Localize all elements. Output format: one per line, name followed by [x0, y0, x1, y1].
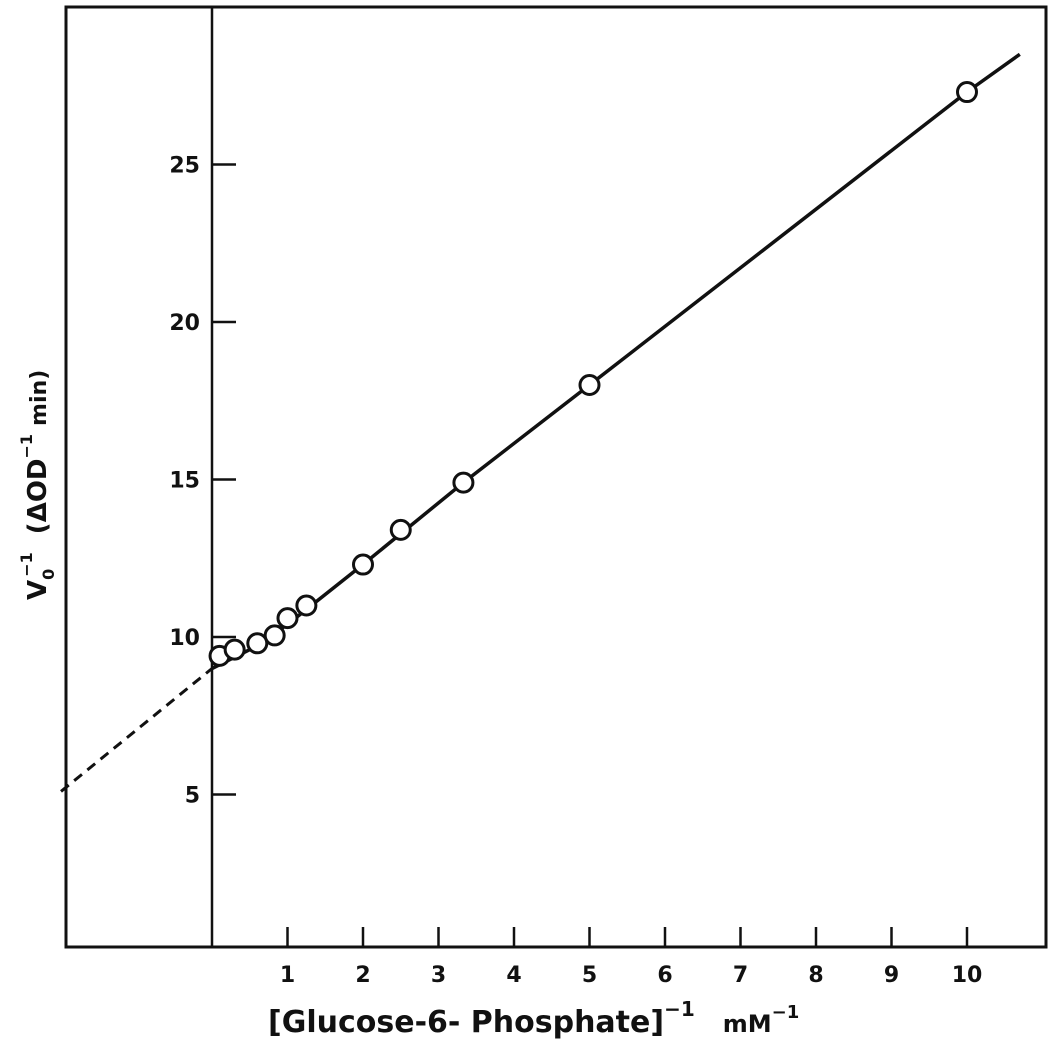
data-point: [297, 596, 316, 615]
x-tick-label: 1: [280, 963, 295, 988]
y-axis-unit-end: min): [27, 370, 52, 426]
x-axis-label-main: [Glucose-6- Phosphate]: [268, 1005, 664, 1040]
fit-line: [212, 54, 1020, 668]
x-tick-label: 4: [506, 963, 521, 988]
data-point: [265, 626, 284, 645]
data-point: [354, 555, 373, 574]
data-point: [391, 520, 410, 539]
y-tick-label: 20: [169, 311, 200, 336]
data-point: [958, 83, 977, 102]
x-tick-label: 9: [884, 963, 899, 988]
x-tick-label: 5: [582, 963, 597, 988]
x-tick-label: 6: [657, 963, 672, 988]
x-ticks: 1 2 3 4 5 6 7 8 9 10: [280, 927, 982, 988]
y-axis-label: V0−1(ΔOD−1min): [17, 370, 58, 600]
y-axis-unit: (ΔOD: [23, 458, 53, 534]
x-tick-label: 8: [808, 963, 823, 988]
extrapolation-line: [61, 669, 212, 792]
x-axis-unit: mM: [723, 1010, 772, 1038]
x-tick-label: 7: [733, 963, 748, 988]
y-tick-label: 10: [169, 626, 200, 651]
data-point: [454, 473, 473, 492]
y-axis-label-sub: 0: [39, 569, 58, 580]
y-axis-label-main: V: [23, 580, 53, 600]
y-tick-label: 5: [185, 784, 200, 809]
x-axis-label: [Glucose-6- Phosphate]−1mM−1: [268, 997, 799, 1040]
y-axis-unit-sup: −1: [17, 434, 36, 459]
x-axis-unit-sup: −1: [772, 1002, 800, 1023]
y-axis-label-sup: −1: [17, 552, 36, 577]
y-tick-label: 25: [169, 154, 200, 179]
data-point: [225, 640, 244, 659]
y-ticks: 5 10 15 20 25: [169, 154, 236, 809]
x-tick-label: 2: [355, 963, 370, 988]
data-point: [580, 376, 599, 395]
x-tick-label: 3: [431, 963, 446, 988]
y-tick-label: 15: [169, 469, 200, 494]
x-tick-label: 10: [952, 963, 983, 988]
data-point: [278, 609, 297, 628]
data-points: [210, 83, 976, 666]
x-axis-label-sup: −1: [664, 997, 695, 1021]
